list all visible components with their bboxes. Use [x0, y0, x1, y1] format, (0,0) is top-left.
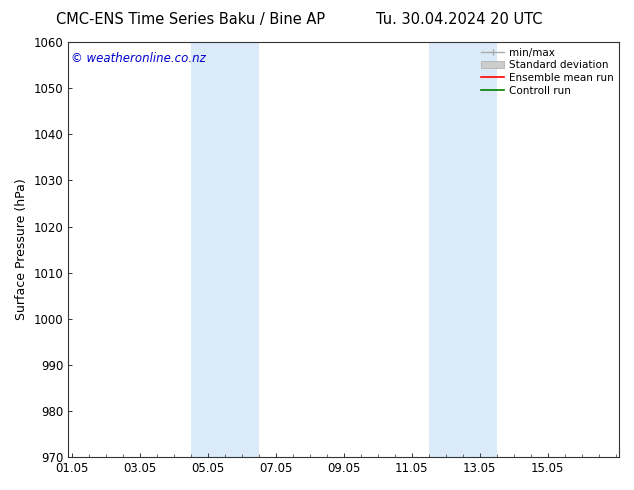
- Text: © weatheronline.co.nz: © weatheronline.co.nz: [71, 52, 205, 66]
- Text: Tu. 30.04.2024 20 UTC: Tu. 30.04.2024 20 UTC: [377, 12, 543, 27]
- Legend: min/max, Standard deviation, Ensemble mean run, Controll run: min/max, Standard deviation, Ensemble me…: [477, 44, 618, 100]
- Y-axis label: Surface Pressure (hPa): Surface Pressure (hPa): [15, 179, 28, 320]
- Bar: [429, 42, 496, 457]
- Bar: [191, 42, 259, 457]
- Text: CMC-ENS Time Series Baku / Bine AP: CMC-ENS Time Series Baku / Bine AP: [56, 12, 325, 27]
